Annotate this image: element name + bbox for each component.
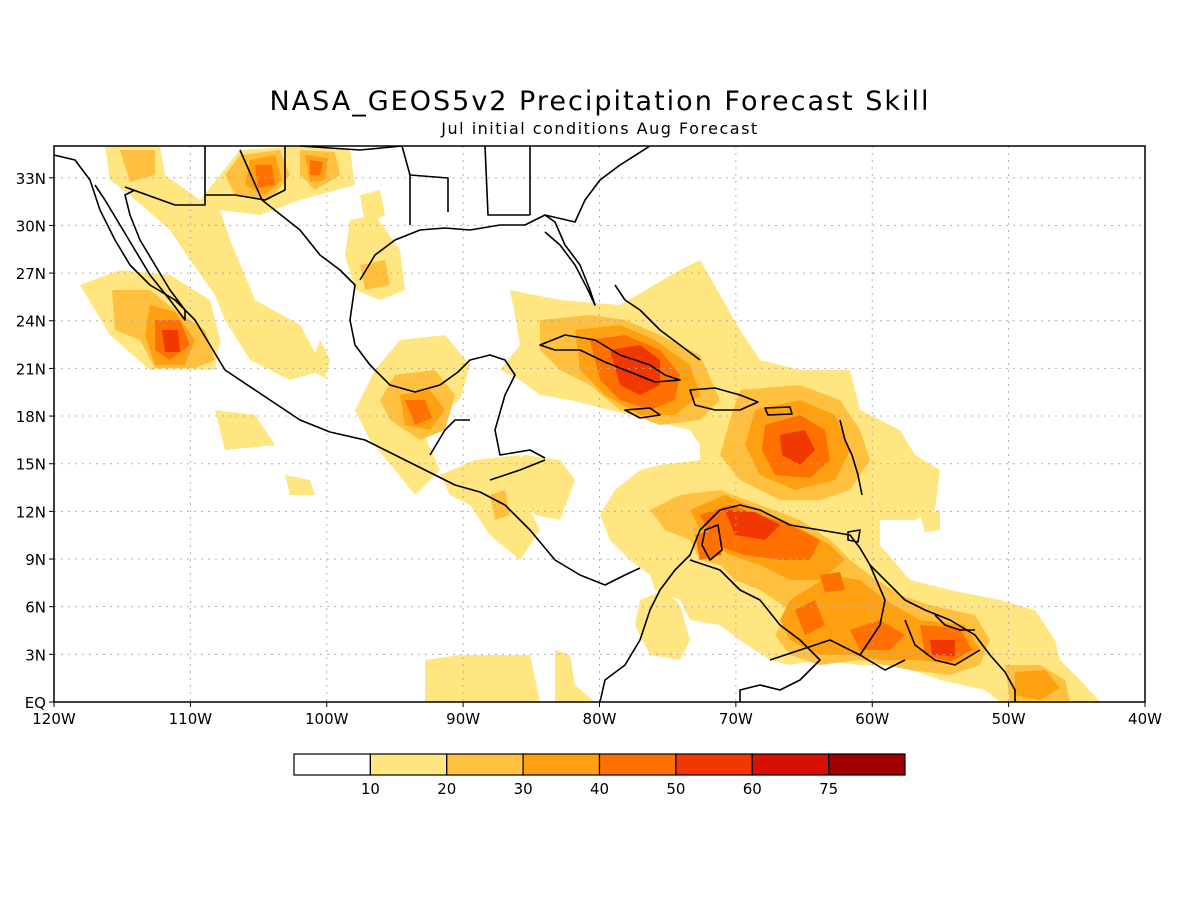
colorbar-label: 20 xyxy=(437,780,456,798)
lat-tick-label: 9N xyxy=(25,551,46,569)
colorbar-swatch xyxy=(675,753,753,776)
colorbar-swatch xyxy=(828,753,906,776)
coastlines xyxy=(54,146,1016,702)
colorbar-label: 40 xyxy=(590,780,609,798)
lon-tick-label: 110W xyxy=(169,710,213,728)
colorbar-label: 50 xyxy=(666,780,685,798)
colorbar-swatch xyxy=(751,753,830,776)
lat-tick-label: 27N xyxy=(16,265,46,283)
lat-tick-label: 18N xyxy=(16,408,46,426)
colorbar-swatch xyxy=(369,753,448,776)
lon-tick-label: 90W xyxy=(446,710,480,728)
lat-tick-label: 24N xyxy=(16,313,46,331)
lon-tick-label: 120W xyxy=(32,710,76,728)
lon-tick-label: 70W xyxy=(719,710,753,728)
lon-tick-label: 100W xyxy=(305,710,349,728)
colorbar-swatch xyxy=(293,753,371,776)
lat-tick-label: 3N xyxy=(25,646,46,664)
lat-tick-label: 15N xyxy=(16,456,46,474)
lon-tick-label: 40W xyxy=(1128,710,1162,728)
chart-title: NASA_GEOS5v2 Precipitation Forecast Skil… xyxy=(269,86,931,117)
colorbar-swatch xyxy=(446,753,524,776)
lat-tick-label: 12N xyxy=(16,503,46,521)
lat-tick-label: 30N xyxy=(16,217,46,235)
lon-tick-label: 80W xyxy=(583,710,617,728)
colorbar-label: 75 xyxy=(819,780,838,798)
colorbar-label: 30 xyxy=(514,780,533,798)
colorbar: 10 20 30 40 50 60 75 xyxy=(293,753,906,798)
colorbar-label: 10 xyxy=(361,780,380,798)
chart-subtitle: Jul initial conditions Aug Forecast xyxy=(441,119,759,138)
graticule xyxy=(54,146,1145,702)
lon-tick-label: 50W xyxy=(992,710,1026,728)
colorbar-label: 60 xyxy=(743,780,762,798)
lat-tick-label: 21N xyxy=(16,360,46,378)
lat-tick-label: 33N xyxy=(16,170,46,188)
colorbar-swatch xyxy=(598,753,677,776)
colorbar-swatch xyxy=(522,753,601,776)
lon-tick-label: 60W xyxy=(855,710,889,728)
lat-tick-label: EQ xyxy=(25,694,46,712)
skill-shading xyxy=(80,146,1100,702)
lat-tick-label: 6N xyxy=(25,599,46,617)
longitude-axis: 120W 110W 100W 90W 80W 70W 60W 50W 40W xyxy=(32,702,1162,728)
latitude-axis: EQ 3N 6N 9N 12N 15N 18N 21N 24N 27N 30N 33N xyxy=(16,170,54,712)
